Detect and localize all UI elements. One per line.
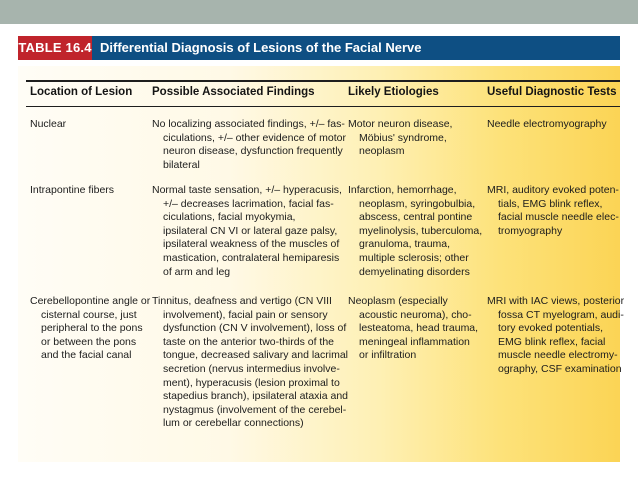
header-bottom-rule [26,106,620,107]
cell-line: involvement), facial pain or sensory [163,308,328,321]
cell-line: neoplasm [359,145,405,158]
cell-line: meningeal inflammation [359,335,470,348]
cell-line: tials, EMG blink reflex, [498,197,603,210]
cell-line: Normal taste sensation, +/– hyperacusis, [152,184,342,196]
column-header-etiologies: Likely Etiologies [348,86,439,98]
cell-line: multiple sclerosis; other [359,251,469,264]
cell-line: Needle electromyography [487,118,607,130]
cell-line: Intrapontine fibers [30,184,115,196]
cell-line: facial muscle needle elec- [498,211,619,224]
cell-line: demyelinating disorders [359,265,470,278]
cell-line: Möbius' syndrome, [359,131,447,144]
cell-line: myelinolysis, tuberculoma, [359,224,483,237]
cell-line: ography, CSF examination [498,362,622,375]
table-number-label: TABLE 16.4 [18,36,92,60]
cell-line: of arm and leg [163,265,231,278]
cell-line: fossa CT myelogram, audi- [498,308,624,321]
cell-tests: Needle electromyography [487,118,607,132]
cell-line: ipsilateral weakness of the muscles of [163,238,340,251]
cell-line: mastication, contralateral hemiparesis [163,251,340,264]
cell-line: neuron disease, dysfunction frequently [163,145,343,158]
cell-line: stapedius branch), ipsilateral ataxia an… [163,390,349,403]
cell-line: ment), hyperacusis (lesion proximal to [163,376,340,389]
cell-line: bilateral [163,158,200,171]
column-header-tests: Useful Diagnostic Tests [487,86,617,98]
cell-line: No localizing associated findings, +/– f… [152,118,345,130]
cell-line: peripheral to the pons [41,322,143,335]
cell-line: and the facial canal [41,349,132,362]
cell-line: lesteatoma, head trauma, [359,322,479,335]
cell-findings: Normal taste sensation, +/– hyperacusis,… [152,184,342,279]
cell-line: or infiltration [359,349,417,362]
cell-findings: No localizing associated findings, +/– f… [152,118,346,172]
cell-line: tory evoked potentials, [498,322,604,335]
cell-findings: Tinnitus, deafness and vertigo (CN VIII i… [152,295,348,431]
slide-top-band [0,0,638,24]
cell-line: Neoplasm (especially [348,295,448,307]
table-title: Differential Diagnosis of Lesions of the… [92,36,620,60]
cell-line: abscess, central pontine [359,211,473,224]
header-top-rule [26,80,620,82]
cell-location: Intrapontine fibers [30,184,114,198]
cell-line: taste on the anterior two-thirds of the [163,335,335,348]
cell-line: or between the pons [41,335,137,348]
cell-line: lum or cerebellar connections) [163,417,304,430]
cell-line: acoustic neuroma), cho- [359,308,472,321]
cell-line: nystagmus (involvement of the cerebel- [163,403,347,416]
cell-line: granuloma, trauma, [359,238,451,251]
cell-etiologies: Infarction, hemorrhage, neoplasm, syringo… [348,184,482,279]
table-body-background [18,66,620,462]
cell-line: Tinnitus, deafness and vertigo (CN VIII [152,295,332,307]
cell-line: ciculations, +/– other evidence of motor [163,131,346,144]
cell-line: +/– decreases lacrimation, facial fas- [163,197,334,210]
cell-etiologies: Neoplasm (especially acoustic neuroma), c… [348,295,478,363]
cell-line: Cerebellopontine angle or [30,295,151,307]
cell-line: MRI with IAC views, posterior [487,295,625,307]
cell-tests: MRI, auditory evoked poten-tials, EMG bl… [487,184,619,238]
cell-line: tongue, decreased salivary and lacrimal [163,349,349,362]
cell-line: dysfunction (CN V involvement), loss of [163,322,347,335]
cell-line: neoplasm, syringobulbia, [359,197,476,210]
cell-line: secretion (nervus intermedius involve- [163,362,340,375]
cell-etiologies: Motor neuron disease, Möbius' syndrome, ne… [348,118,452,159]
cell-location: Nuclear [30,118,66,132]
cell-line: Motor neuron disease, [348,118,453,130]
column-header-location: Location of Lesion [30,86,133,98]
cell-line: Infarction, hemorrhage, [348,184,457,196]
cell-location: Cerebellopontine angle or cisternal cours… [30,295,150,363]
cell-line: MRI, auditory evoked poten- [487,184,619,196]
cell-line: ciculations, facial myokymia, [163,211,296,224]
cell-line: ipsilateral CN VI or lateral gaze palsy, [163,224,338,237]
cell-line: tromyography [498,224,563,237]
cell-tests: MRI with IAC views, posterior fossa CT my… [487,295,624,377]
column-header-findings: Possible Associated Findings [152,86,315,98]
cell-line: cisternal course, just [41,308,137,321]
cell-line: EMG blink reflex, facial [498,335,606,348]
cell-line: muscle needle electromy- [498,349,618,362]
cell-line: Nuclear [30,118,67,130]
